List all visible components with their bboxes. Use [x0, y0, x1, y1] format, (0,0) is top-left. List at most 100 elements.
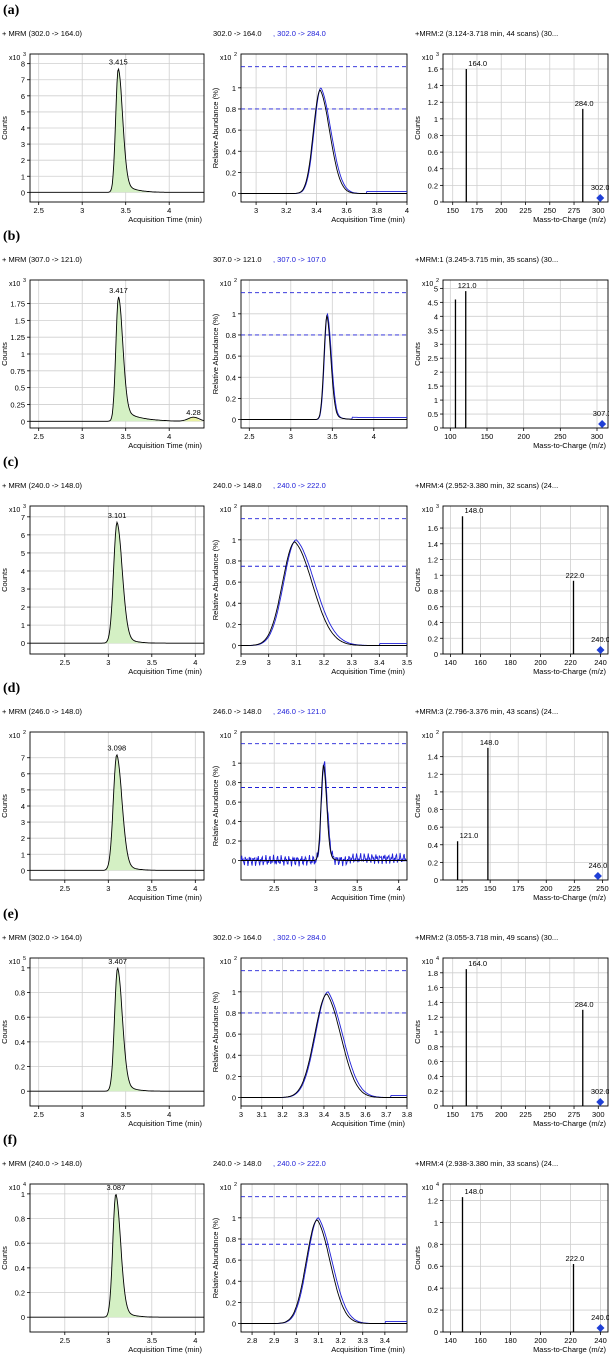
- ratio-title-quant: 302.0 -> 164.0: [213, 933, 262, 942]
- x-tick-label: 3.5: [327, 432, 337, 441]
- y-tick-label: 0: [21, 1087, 25, 1096]
- x-tick-label: 2.5: [244, 432, 254, 441]
- x-tick-label: 3.7: [381, 1110, 391, 1119]
- x-axis-label: Acquisition Time (min): [128, 215, 202, 224]
- y-tick-label: 1.2: [428, 556, 438, 565]
- x-tick-label: 140: [444, 658, 457, 667]
- y-tick-label: 3.5: [428, 326, 438, 335]
- x-tick-label: 4: [397, 884, 401, 893]
- y-tick-label: 0.6: [226, 578, 236, 587]
- plot-frame: [240, 505, 408, 655]
- x-tick-label: 3.5: [340, 1110, 350, 1119]
- y-multiplier: x10: [9, 1185, 20, 1192]
- precursor-marker: [596, 194, 605, 202]
- y-tick-label: 1.75: [10, 300, 25, 309]
- chromatogram-trace: [30, 966, 204, 1092]
- y-tick-label: 0: [434, 424, 438, 433]
- y-tick-label: 1.2: [428, 98, 438, 107]
- bar-label: 148.0: [465, 506, 484, 515]
- x-tick-label: 3: [239, 1110, 243, 1119]
- chromatogram: + MRM (302.0 -> 164.0) 2.5 3 3.5 4 0 0.2 0.4 0.6…: [0, 933, 205, 1128]
- ion-ratio-plot: 302.0 -> 164.0 , 302.0 -> 284.0 3 3.1 3.2 3.3…: [211, 933, 412, 1128]
- spectrum-title: +MRM:2 (3.055-3.718 min, 49 scans) (30..…: [415, 933, 558, 942]
- y-multiplier: x10: [422, 507, 433, 514]
- x-tick-label: 150: [484, 884, 497, 893]
- x-tick-label: 3: [106, 658, 110, 667]
- x-tick-label: 160: [474, 658, 487, 667]
- y-tick-label: 0.2: [226, 394, 236, 403]
- panel-label: (a): [3, 3, 20, 18]
- spectrum-title: +MRM:3 (2.796-3.376 min, 43 scans) (24..…: [415, 707, 558, 716]
- y-tick-label: 0: [232, 190, 236, 199]
- plot-frame: [240, 279, 408, 429]
- y-multiplier: x10: [9, 55, 20, 62]
- plot-frame: [29, 957, 205, 1107]
- chromatogram-trace: [30, 1193, 204, 1318]
- y-axis-label: Counts: [413, 1246, 422, 1270]
- x-tick-label: 150: [446, 1110, 459, 1119]
- x-tick-label: 225: [568, 884, 581, 893]
- y-multiplier-exp: 2: [436, 278, 439, 284]
- y-axis-label: Counts: [413, 568, 422, 592]
- y-tick-label: 1.4: [428, 82, 438, 91]
- x-tick-label: 100: [444, 432, 457, 441]
- y-tick-label: 0.8: [226, 1009, 236, 1018]
- y-tick-label: 4: [21, 802, 25, 811]
- peak-rt-label: 3.098: [107, 744, 126, 753]
- y-tick-label: 0.25: [10, 400, 25, 409]
- chromatogram: + MRM (240.0 -> 148.0) 2.5 3 3.5 4 0 0.2 0.4 0.6…: [0, 1159, 205, 1354]
- y-tick-label: 3: [21, 818, 25, 827]
- x-tick-label: 250: [596, 884, 609, 893]
- y-tick-label: 1: [232, 536, 236, 545]
- y-tick-label: 0.2: [428, 1087, 438, 1096]
- x-tick-label: 3.3: [358, 1336, 368, 1345]
- y-axis-label: Counts: [0, 794, 9, 818]
- x-tick-label: 3.3: [298, 1110, 308, 1119]
- y-multiplier-exp: 4: [436, 1182, 439, 1188]
- x-tick-label: 3.6: [341, 206, 351, 215]
- x-tick-label: 3: [106, 1336, 110, 1345]
- y-tick-label: 1: [434, 1028, 438, 1037]
- y-tick-label: 0.75: [10, 367, 25, 376]
- bar-label: 222.0: [566, 571, 585, 580]
- x-tick-label: 4: [372, 432, 376, 441]
- plot-frame: [29, 53, 205, 203]
- spectrum-title: +MRM:4 (2.938-3.380 min, 33 scans) (24..…: [415, 1159, 558, 1168]
- y-tick-label: 0.8: [226, 557, 236, 566]
- precursor-label: 240.0: [591, 635, 609, 644]
- precursor-marker: [596, 1098, 605, 1106]
- peak-rt-label: 3.087: [106, 1183, 125, 1192]
- x-tick-label: 275: [568, 1110, 581, 1119]
- quantifier-trace: [241, 89, 407, 194]
- x-tick-label: 125: [456, 884, 469, 893]
- x-tick-label: 140: [444, 1336, 457, 1345]
- x-tick-label: 3: [106, 884, 110, 893]
- y-tick-label: 0.2: [226, 837, 236, 846]
- ratio-title-quant: 307.0 -> 121.0: [213, 255, 262, 264]
- x-tick-label: 2.5: [60, 1336, 70, 1345]
- x-tick-label: 225: [519, 206, 532, 215]
- x-tick-label: 3.5: [402, 658, 412, 667]
- peak-area-fill: [103, 522, 175, 644]
- y-tick-label: 0: [21, 639, 25, 648]
- chromatogram-trace: [30, 520, 204, 644]
- y-axis-label: Relative Abundance (%): [211, 991, 220, 1072]
- y-axis-label: Counts: [413, 794, 422, 818]
- y-tick-label: 2: [434, 368, 438, 377]
- y-tick-label: 0.4: [226, 147, 236, 156]
- y-tick-label: 0.6: [428, 603, 438, 612]
- y-multiplier: x10: [220, 733, 231, 740]
- x-tick-label: 3.2: [335, 1336, 345, 1345]
- x-tick-label: 200: [534, 1336, 547, 1345]
- x-tick-label: 4: [167, 432, 171, 441]
- precursor-marker: [593, 872, 602, 880]
- x-tick-label: 3.1: [313, 1336, 323, 1345]
- y-tick-label: 1: [21, 850, 25, 859]
- bar-label: 121.0: [458, 281, 477, 290]
- ion-ratio-plot: 246.0 -> 148.0 , 246.0 -> 121.0 2.5 3 3.5 4 0 0…: [211, 707, 408, 902]
- plot-frame: [442, 279, 609, 429]
- y-tick-label: 0: [21, 1313, 25, 1322]
- y-tick-label: 1.4: [428, 998, 438, 1007]
- y-multiplier: x10: [422, 733, 433, 740]
- y-tick-label: 0: [434, 1102, 438, 1111]
